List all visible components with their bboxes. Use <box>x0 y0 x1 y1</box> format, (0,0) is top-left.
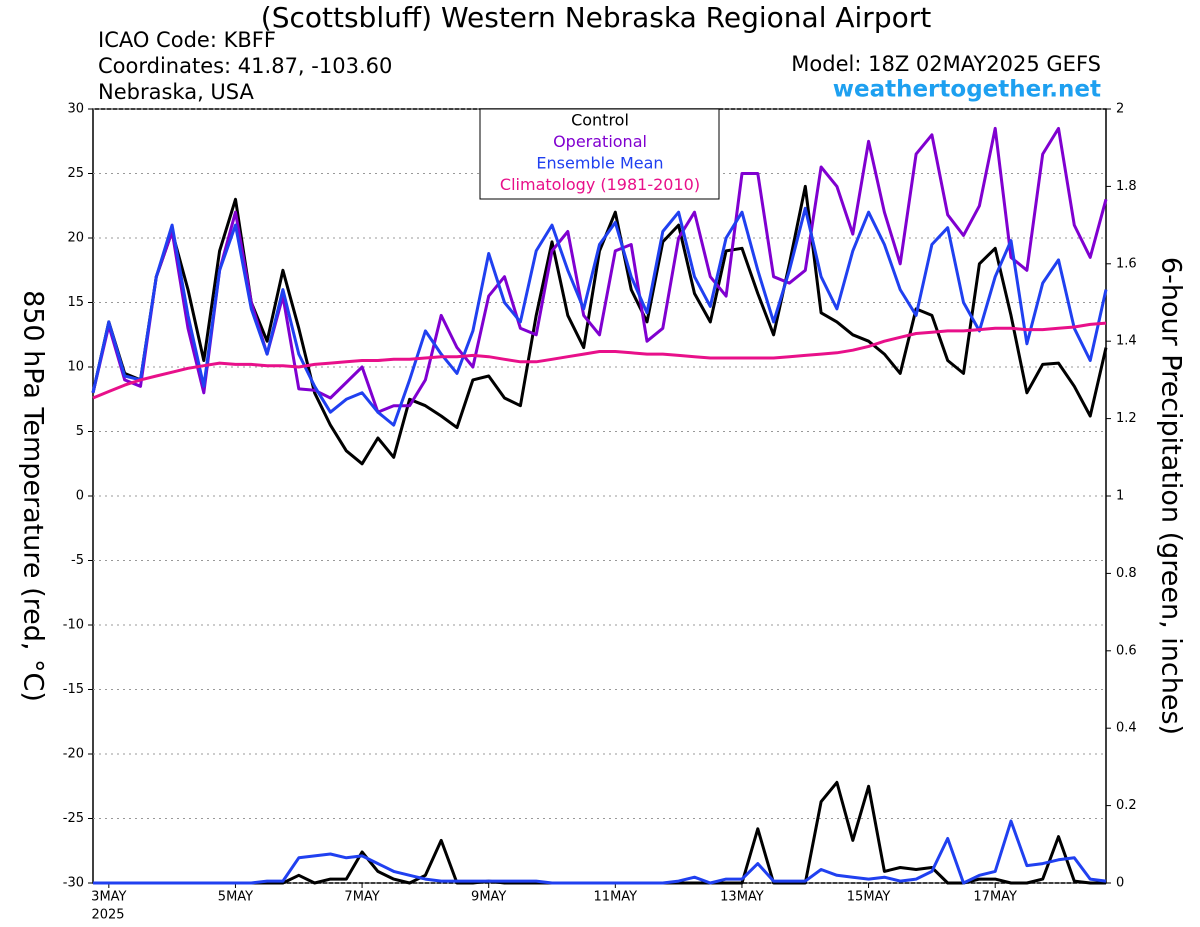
y-tick-label: -30 <box>63 876 84 891</box>
legend-entry: Ensemble Mean <box>536 154 663 173</box>
y-tick-label: -5 <box>71 553 84 568</box>
x-tick-label: 9MAY <box>471 890 506 905</box>
y-tick-label: -15 <box>63 682 84 697</box>
series-line <box>92 321 1107 400</box>
y-tick-label: -10 <box>63 618 84 633</box>
series-line <box>93 819 1107 885</box>
y2-tick-label: 1.2 <box>1116 411 1137 426</box>
legend-box <box>479 108 720 200</box>
y-tick-label: 30 <box>67 102 84 117</box>
model-label: Model: 18Z 02MAY2025 GEFS <box>791 52 1101 76</box>
y-tick-label: 5 <box>76 424 84 439</box>
y2-tick-label: 0 <box>1116 876 1124 891</box>
x-tick-label: 7MAY <box>344 890 379 905</box>
series-line <box>91 206 1108 427</box>
info-line: ICAO Code: KBFF <box>98 28 276 52</box>
y2-tick-label: 0.8 <box>1116 566 1137 581</box>
y2-tick-label: 1.4 <box>1116 334 1137 349</box>
x-tick-label: 3MAY <box>91 890 126 905</box>
series-line <box>91 184 1108 466</box>
y2-tick-label: 0.6 <box>1116 643 1137 658</box>
y2-tick-label: 0.4 <box>1116 721 1137 736</box>
y2-tick-label: 1 <box>1116 489 1124 504</box>
x-sublabel: 2025 <box>91 908 124 923</box>
y2-tick-label: 0.2 <box>1116 798 1137 813</box>
legend-entry: Control <box>571 111 629 130</box>
series-line <box>93 780 1106 885</box>
y-tick-label: -20 <box>63 747 84 762</box>
x-tick-label: 13MAY <box>720 890 764 905</box>
y-tick-label: 15 <box>67 295 84 310</box>
y-tick-label: -25 <box>63 811 84 826</box>
legend: Control Operational Ensemble Mean Climatolo… <box>479 108 720 200</box>
source-label: weathertogether.net <box>833 77 1101 103</box>
info-line: Coordinates: 41.87, -103.60 <box>98 54 392 78</box>
legend-entry: Operational <box>553 132 647 151</box>
y-tick-label: 10 <box>67 360 84 375</box>
info-line: Nebraska, USA <box>98 80 255 104</box>
y2-tick-label: 1.8 <box>1116 179 1137 194</box>
chart-title: (Scottsbluff) Western Nebraska Regional … <box>261 1 931 34</box>
y-tick-label: 0 <box>76 489 84 504</box>
x-tick-label: 11MAY <box>594 890 638 905</box>
x-tick-label: 5MAY <box>218 890 253 905</box>
y-tick-label: 20 <box>67 231 84 246</box>
x-tick-label: 17MAY <box>973 890 1017 905</box>
x-tick-label: 15MAY <box>847 890 891 905</box>
y2-tick-label: 1.6 <box>1116 256 1137 271</box>
y2-axis-label: 6-hour Precipitation (green, inches) <box>1156 257 1187 735</box>
legend-entry: Climatology (1981-2010) <box>500 175 700 194</box>
y-axis-label: 850 hPa Temperature (red, °C) <box>18 290 49 702</box>
y-tick-label: 25 <box>67 166 84 181</box>
y2-tick-label: 2 <box>1116 102 1124 117</box>
